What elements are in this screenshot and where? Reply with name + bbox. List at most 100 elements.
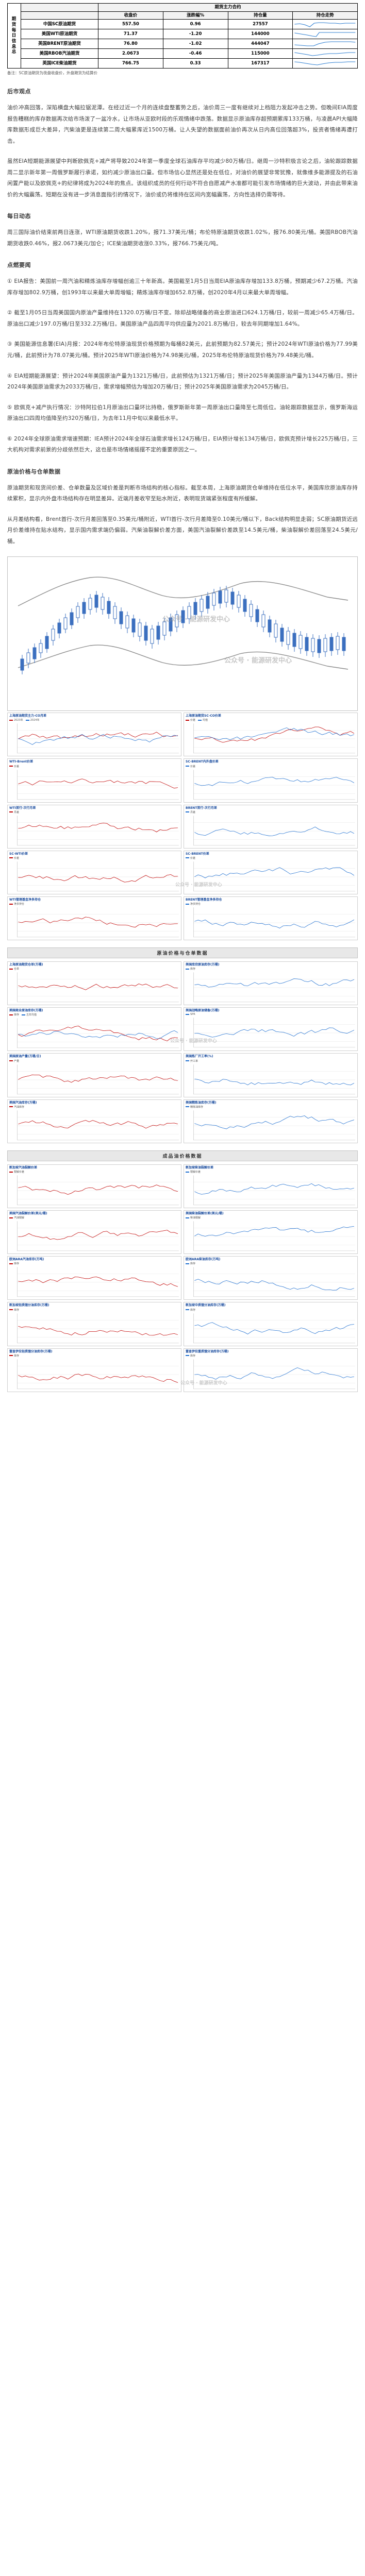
- legend-swatch: [9, 1355, 13, 1357]
- sparkline-icon: [294, 22, 356, 27]
- mini-chart-title: 上海原油期货SC-CO价差: [186, 714, 221, 718]
- series-line: [194, 826, 355, 836]
- legend-item: 裂解价差: [186, 1170, 201, 1174]
- mini-chart-title: 欧洲ARA汽油库存(万吨): [9, 1258, 44, 1262]
- series-line: [194, 1028, 355, 1038]
- mini-chart-plot: [8, 971, 181, 1005]
- mini-chart-plot: [8, 1219, 181, 1254]
- series-line: [18, 984, 178, 991]
- series-line: [18, 778, 178, 788]
- mini-chart: SC-BRENT价差 价差: [184, 850, 358, 894]
- legend-label: 仓单: [14, 968, 20, 971]
- mini-chart-legend: 裂解价差: [8, 1170, 181, 1174]
- mini-chart-legend: 库存 五年均值: [8, 1012, 181, 1016]
- series-line: [194, 919, 355, 929]
- mini-chart: 新加坡中质馏分油库存(万桶) 库存: [184, 1302, 358, 1346]
- legend-swatch: [9, 1014, 13, 1015]
- mini-chart: 欧洲ARA汽油库存(万吨) 库存: [7, 1256, 181, 1300]
- row-sparkline-0: [292, 19, 358, 30]
- series-line: [194, 776, 355, 786]
- mini-chart-title: 美国原油产量(万桶/日): [9, 1055, 41, 1059]
- series-line: [194, 1367, 354, 1380]
- mini-chart-plot: [184, 1174, 357, 1208]
- row-close-4: 766.75: [98, 58, 163, 69]
- mini-chart: BRENT管理基金净多持仓 净多持仓: [184, 896, 358, 941]
- mini-chart: 美国精炼油库存(万桶) 精炼油库存: [184, 1099, 358, 1143]
- col-open-interest: 持仓量: [227, 11, 293, 20]
- col-close-price: 收盘价: [98, 11, 163, 20]
- vtitle-c7: 总: [11, 49, 17, 55]
- report-page: 期货每日信息总 期货主力合约 收盘价 涨跌幅% 持仓量 持仓走势 中国SC原油期…: [0, 3, 365, 1392]
- mini-chart: 美国汽油裂解价差(美元/桶) 汽油裂解: [7, 1210, 181, 1255]
- mini-chart: 美国原油产量(万桶/日) 产量: [7, 1053, 181, 1097]
- sparkline-icon: [294, 52, 356, 56]
- paragraph: ① EIA报告：美国前一周汽油和精炼油库存增幅创逾三十年新高。美国截至1月5日当…: [7, 278, 358, 296]
- legend-label: 净多持仓: [14, 903, 25, 906]
- legend-item: 库存: [186, 1354, 195, 1358]
- legend-item: 库存: [9, 1013, 19, 1016]
- legend-item: 均值: [198, 718, 208, 722]
- legend-label: 月差: [14, 810, 20, 814]
- series-line: [18, 1074, 178, 1083]
- legend-label: 净多持仓: [190, 903, 201, 906]
- legend-item: 价差: [186, 718, 195, 722]
- legend-swatch: [186, 1263, 189, 1264]
- row-oi-4: 167317: [227, 58, 293, 69]
- section-title-news: 点燃要闻: [7, 262, 31, 269]
- series-line: [194, 978, 355, 988]
- mini-chart-title: 欧洲ARA柴油库存(万吨): [186, 1258, 221, 1262]
- legend-item: 月差: [9, 810, 19, 814]
- row-sparkline-3: [292, 48, 358, 59]
- row-name-2: 英国BRENT原油期货: [21, 39, 98, 49]
- mini-chart-legend: SPR: [184, 1012, 357, 1016]
- mini-chart-plot: [8, 1062, 181, 1097]
- mini-chart-plot: [8, 814, 181, 848]
- legend-label: 库存: [190, 968, 196, 971]
- series-line: [18, 1120, 178, 1129]
- mini-chart-plot: [8, 906, 181, 940]
- paragraph: 周三国际油价结束前两日连涨，WTI原油期货收跌1.20%，报71.37美元/桶；…: [7, 229, 358, 247]
- row-sparkline-4: [292, 58, 358, 69]
- mini-chart: 上海原油期货主力-CO月差 2023年 2024年: [7, 713, 181, 757]
- legend-label: 库存: [14, 1354, 20, 1358]
- table-row: 中国SC原油期货 557.50 0.96 27557: [8, 19, 358, 30]
- mini-chart-grid-price: 上海原油期货仓单(万桶) 仓单 美国库欣原油库存(万桶) 库存 美国商业原油库存(万桶)…: [0, 960, 365, 1143]
- legend-label: 价差: [190, 719, 196, 722]
- legend-item: 仓单: [9, 967, 19, 971]
- legend-item: 柴油裂解: [186, 1216, 201, 1219]
- mini-chart-legend: 价差: [184, 856, 357, 860]
- legend-label: 2023年: [14, 719, 23, 722]
- legend-swatch: [9, 1309, 13, 1311]
- legend-label: 价差: [14, 856, 20, 860]
- series-line: [194, 867, 355, 878]
- legend-item: 精炼油库存: [186, 1105, 203, 1109]
- row-change-4: 0.33: [162, 58, 228, 69]
- legend-swatch: [186, 1217, 189, 1218]
- row-sparkline-1: [292, 29, 358, 40]
- mini-chart-title: 美国柴油裂解价差(美元/桶): [186, 1212, 224, 1216]
- mini-chart-title: 美国精炼油库存(万桶): [186, 1100, 217, 1105]
- mini-chart-plot: [184, 1311, 357, 1346]
- row-oi-2: 444047: [227, 39, 293, 49]
- row-change-2: -1.02: [162, 39, 228, 49]
- mini-chart-plot: [8, 722, 181, 756]
- series-line: [194, 1226, 354, 1237]
- mini-chart-legend: 库存: [184, 967, 357, 971]
- mini-chart-legend: 柴油裂解: [184, 1215, 357, 1219]
- paragraph: ③ 美国能源信息署(EIA)月报：2024年布伦特原油现货价格预期为每桶82美元…: [7, 341, 358, 359]
- mini-chart-title: WTI首行-次行月差: [9, 806, 36, 810]
- mini-chart-legend: 开工率: [184, 1059, 357, 1063]
- legend-label: 开工率: [190, 1059, 198, 1063]
- mini-chart-legend: 库存: [8, 1261, 181, 1265]
- mini-chart-title: 上海原油期货主力-CO月差: [9, 714, 46, 718]
- legend-label: 汽油裂解: [14, 1216, 25, 1220]
- mini-chart-plot: [184, 1265, 357, 1300]
- paragraph: ④ EIA短期能源展望：预计2024年美国原油产量为1321万桶/日，此前预估为…: [7, 372, 358, 391]
- mini-chart-legend: 库存: [184, 1353, 357, 1358]
- series-line: [194, 1183, 355, 1195]
- series-line: [18, 1277, 178, 1287]
- mini-chart-title: 上海原油期货仓单(万桶): [9, 963, 43, 967]
- mini-chart-title: 新加坡中质馏分油库存(万桶): [186, 1303, 226, 1308]
- table-header-row: 期货每日信息总 期货主力合约: [7, 3, 358, 69]
- series-line: [18, 1184, 178, 1195]
